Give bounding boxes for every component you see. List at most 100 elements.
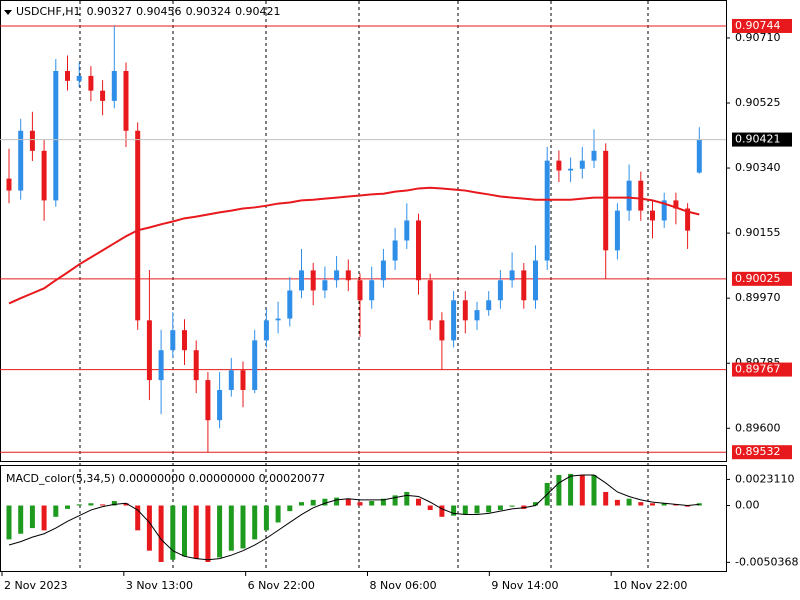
candle-body [345, 270, 351, 281]
y-tick-label: 0.90155 [735, 226, 781, 239]
macd-bar [182, 505, 187, 557]
macd-bar [497, 505, 503, 511]
candle-body [263, 320, 269, 341]
macd-bar [404, 491, 410, 506]
macd-bar [509, 505, 515, 507]
macd-bar [65, 505, 70, 509]
candle-body [638, 180, 644, 211]
macd-bar [263, 505, 269, 531]
macd-bar [322, 498, 328, 506]
macd-bar [41, 505, 47, 531]
macd-bar [252, 505, 258, 540]
candle-body [6, 178, 12, 191]
macd-bar [603, 491, 609, 506]
macd-bar [673, 504, 679, 506]
y-tick-label: 0.90525 [735, 96, 781, 109]
x-tick-label: 10 Nov 22:00 [613, 579, 687, 592]
candle-body [650, 210, 655, 221]
macd-bar [217, 505, 223, 558]
open: 0.90327 [87, 5, 133, 18]
level-label: 0.89532 [735, 445, 781, 458]
candle-body [88, 75, 94, 91]
candle-body [427, 280, 433, 321]
macd-bar [29, 505, 35, 529]
candle-body [579, 160, 585, 169]
macd-bar [111, 501, 117, 506]
candle-body [100, 90, 106, 101]
macd-bar [661, 503, 667, 506]
macd-bar [275, 505, 281, 523]
candle-body [322, 280, 328, 291]
candle-body [661, 200, 667, 221]
macd-bar [334, 497, 340, 506]
candle-body [228, 370, 234, 390]
moving-average [8, 186, 700, 305]
candle-body [357, 280, 363, 301]
candle-body [193, 350, 199, 381]
macd-bar [380, 498, 386, 506]
level-box [732, 362, 792, 377]
candle-body [696, 139, 702, 173]
y-tick-label: 0.89600 [735, 421, 781, 434]
price-pane [0, 0, 727, 462]
macd-pane [0, 465, 727, 572]
macd-bar [626, 498, 632, 506]
x-tick-label: 6 Nov 22:00 [248, 579, 315, 592]
candle-body [158, 350, 164, 381]
candle-body [416, 220, 421, 281]
candle-body [685, 208, 691, 231]
candle-body [497, 280, 503, 301]
candle-body [76, 75, 82, 81]
level-box [732, 271, 792, 286]
macd-bar [369, 501, 375, 506]
candle-body [533, 260, 538, 301]
macd-bar [614, 499, 620, 506]
y-tick-label: 0.0023110 [735, 472, 795, 485]
candle-body [486, 300, 492, 311]
candle-body [556, 160, 562, 171]
level-label: 0.89767 [735, 363, 781, 376]
macd-bar [568, 473, 574, 506]
candle-body [626, 180, 632, 211]
macd-bar [357, 502, 363, 506]
macd-bar [416, 498, 421, 506]
candle-body [135, 130, 141, 321]
candle-body [614, 210, 620, 251]
candle-body [439, 320, 445, 341]
macd-bar [556, 475, 562, 506]
candle-body [509, 270, 515, 281]
x-tick-label: 9 Nov 14:00 [491, 579, 558, 592]
macd-bar [170, 505, 176, 560]
macd-bar [474, 505, 480, 514]
candle-body [544, 160, 550, 261]
candle-body [205, 380, 211, 421]
candle-body [29, 130, 35, 151]
level-label: 0.90744 [735, 19, 781, 32]
low: 0.90324 [186, 5, 232, 18]
price-label: 0.90421 [735, 133, 781, 146]
macd-bar [18, 505, 24, 534]
macd-bar [439, 505, 445, 517]
candle-body [18, 130, 24, 191]
macd-bar [6, 505, 12, 540]
symbol: USDCHF,H1 [16, 5, 81, 18]
candle-body [392, 240, 398, 261]
macd-bar [685, 505, 691, 507]
candle-body [462, 300, 468, 321]
header: USDCHF,H1 0.90327 0.90456 0.90324 0.90421 [16, 5, 281, 18]
macd-bar [146, 505, 152, 551]
candle-body [369, 280, 375, 301]
macd-bar [451, 505, 457, 516]
candle-body [673, 200, 679, 209]
candle-body [380, 260, 386, 281]
candle-body [603, 150, 609, 251]
macd-bar [193, 505, 199, 559]
candle-body [65, 70, 70, 81]
macd-bar [345, 498, 351, 506]
candle-body [146, 320, 152, 381]
candle-body [182, 330, 187, 351]
macd-bar [88, 503, 94, 506]
macd-bar [650, 503, 655, 506]
macd-bar [310, 499, 316, 506]
